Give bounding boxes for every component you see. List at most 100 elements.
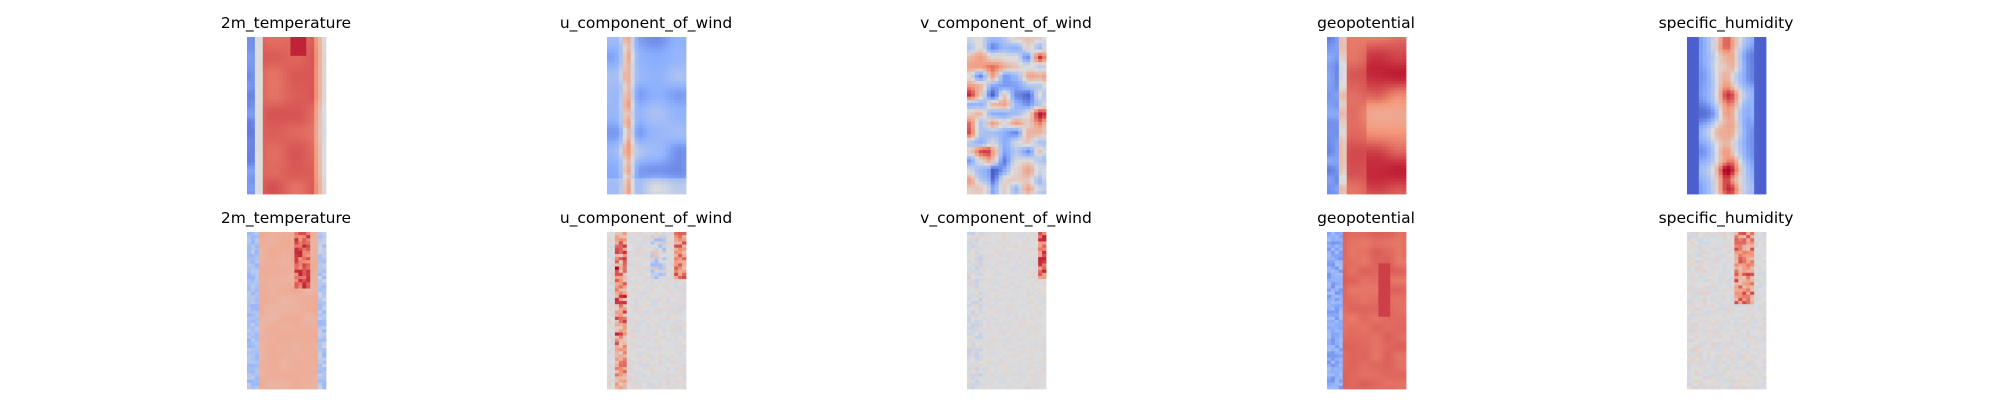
heatmap-cell bbox=[994, 55, 999, 60]
heatmap-cell bbox=[658, 80, 663, 85]
heatmap-cell bbox=[294, 52, 299, 57]
heatmap-cell bbox=[1338, 106, 1344, 110]
heatmap-cell bbox=[1742, 46, 1747, 50]
heatmap-cell bbox=[262, 84, 268, 88]
heatmap-cell bbox=[678, 80, 683, 85]
heatmap-cell bbox=[1694, 71, 1700, 76]
heatmap-cell bbox=[1694, 99, 1700, 104]
heatmap-cell bbox=[1690, 124, 1696, 129]
heatmap-cell bbox=[286, 178, 291, 182]
heatmap-cell bbox=[1750, 65, 1755, 69]
heatmap-cell bbox=[1390, 106, 1395, 110]
heatmap-cell bbox=[322, 150, 327, 154]
heatmap-cell bbox=[1726, 106, 1731, 110]
heatmap-cell bbox=[978, 84, 984, 88]
heatmap-cell bbox=[642, 178, 647, 182]
heatmap-cell bbox=[638, 128, 643, 132]
heatmap-cell bbox=[982, 109, 988, 113]
heatmap-cell bbox=[1698, 93, 1704, 98]
heatmap-cell bbox=[1710, 143, 1716, 148]
heatmap-cell bbox=[1730, 165, 1735, 170]
heatmap-cell bbox=[274, 159, 279, 163]
heatmap-cell bbox=[254, 109, 260, 113]
heatmap-cell bbox=[1390, 162, 1395, 167]
heatmap-cell bbox=[1726, 74, 1731, 79]
heatmap-cell bbox=[1738, 112, 1743, 116]
heatmap-cell bbox=[1002, 96, 1007, 101]
heatmap-cell bbox=[1334, 140, 1340, 145]
heatmap-cell bbox=[1350, 172, 1356, 176]
heatmap-cell bbox=[1354, 90, 1359, 94]
heatmap-cell bbox=[1014, 106, 1019, 110]
heatmap-cell bbox=[662, 121, 667, 126]
heatmap-cell bbox=[302, 184, 307, 189]
heatmap-cell bbox=[298, 62, 303, 66]
heatmap-cell bbox=[1742, 168, 1747, 173]
heatmap-cell bbox=[682, 178, 687, 182]
heatmap-cell bbox=[1010, 102, 1015, 107]
heatmap-cell bbox=[986, 165, 992, 170]
heatmap-cell bbox=[1002, 121, 1007, 126]
heatmap-cell bbox=[314, 137, 319, 142]
heatmap-cell bbox=[1687, 184, 1692, 189]
heatmap-cell bbox=[614, 175, 620, 179]
heatmap-cell bbox=[1358, 80, 1363, 85]
heatmap-cell bbox=[1702, 162, 1708, 167]
heatmap-cell bbox=[1030, 175, 1035, 179]
heatmap-cell bbox=[1042, 106, 1047, 110]
heatmap-cell bbox=[1746, 159, 1751, 163]
heatmap-cell bbox=[650, 184, 655, 189]
heatmap-cell bbox=[1018, 87, 1023, 91]
heatmap-cell bbox=[994, 93, 999, 98]
heatmap-cell bbox=[967, 58, 972, 63]
heatmap-cell bbox=[298, 102, 303, 107]
heatmap-cell bbox=[1010, 52, 1015, 57]
heatmap-cell bbox=[1390, 121, 1395, 126]
heatmap-cell bbox=[1742, 49, 1747, 54]
heatmap-cell bbox=[658, 162, 663, 167]
heatmap-cell bbox=[654, 55, 659, 60]
heatmap-cell bbox=[978, 90, 984, 94]
heatmap-cell bbox=[1702, 140, 1708, 145]
heatmap-cell bbox=[322, 128, 327, 132]
heatmap-cell bbox=[622, 106, 628, 110]
heatmap-cell bbox=[1002, 140, 1007, 145]
heatmap-cell bbox=[1327, 165, 1332, 170]
heatmap-cell bbox=[278, 172, 283, 176]
heatmap-cell bbox=[1386, 65, 1391, 69]
heatmap-cell bbox=[1366, 84, 1371, 88]
heatmap-cell bbox=[1042, 175, 1047, 179]
heatmap-cell bbox=[270, 93, 276, 98]
heatmap-cell bbox=[678, 46, 683, 50]
heatmap-cell bbox=[638, 93, 643, 98]
heatmap-cell bbox=[1026, 55, 1031, 60]
heatmap-cell bbox=[250, 68, 256, 72]
heatmap-cell bbox=[1762, 74, 1767, 79]
heatmap-cell bbox=[1342, 146, 1348, 151]
heatmap-cell bbox=[302, 93, 307, 98]
heatmap-cell bbox=[974, 124, 980, 129]
heatmap-cell bbox=[646, 87, 651, 91]
heatmap-cell bbox=[1382, 84, 1387, 88]
heatmap-cell bbox=[682, 187, 687, 192]
heatmap-cell bbox=[1022, 62, 1027, 66]
heatmap-cell bbox=[1754, 165, 1759, 170]
heatmap-cell bbox=[967, 106, 972, 110]
heatmap-cell bbox=[1034, 62, 1039, 66]
heatmap-cell bbox=[274, 134, 279, 138]
heatmap-cell bbox=[618, 162, 624, 167]
heatmap-specific-humidity bbox=[1687, 37, 1767, 195]
heatmap-cell bbox=[1338, 159, 1344, 163]
heatmap-cell bbox=[1702, 153, 1708, 157]
heatmap-cell bbox=[294, 143, 299, 148]
heatmap-cell bbox=[286, 175, 291, 179]
heatmap-cell bbox=[1014, 153, 1019, 157]
heatmap-cell bbox=[1726, 87, 1731, 91]
heatmap-cell bbox=[278, 52, 283, 57]
heatmap-cell bbox=[302, 84, 307, 88]
heatmap-cell bbox=[258, 168, 264, 173]
heatmap-cell bbox=[1366, 115, 1371, 120]
heatmap-cell bbox=[1042, 115, 1047, 120]
heatmap-cell bbox=[318, 62, 323, 66]
heatmap-cell bbox=[670, 184, 675, 189]
